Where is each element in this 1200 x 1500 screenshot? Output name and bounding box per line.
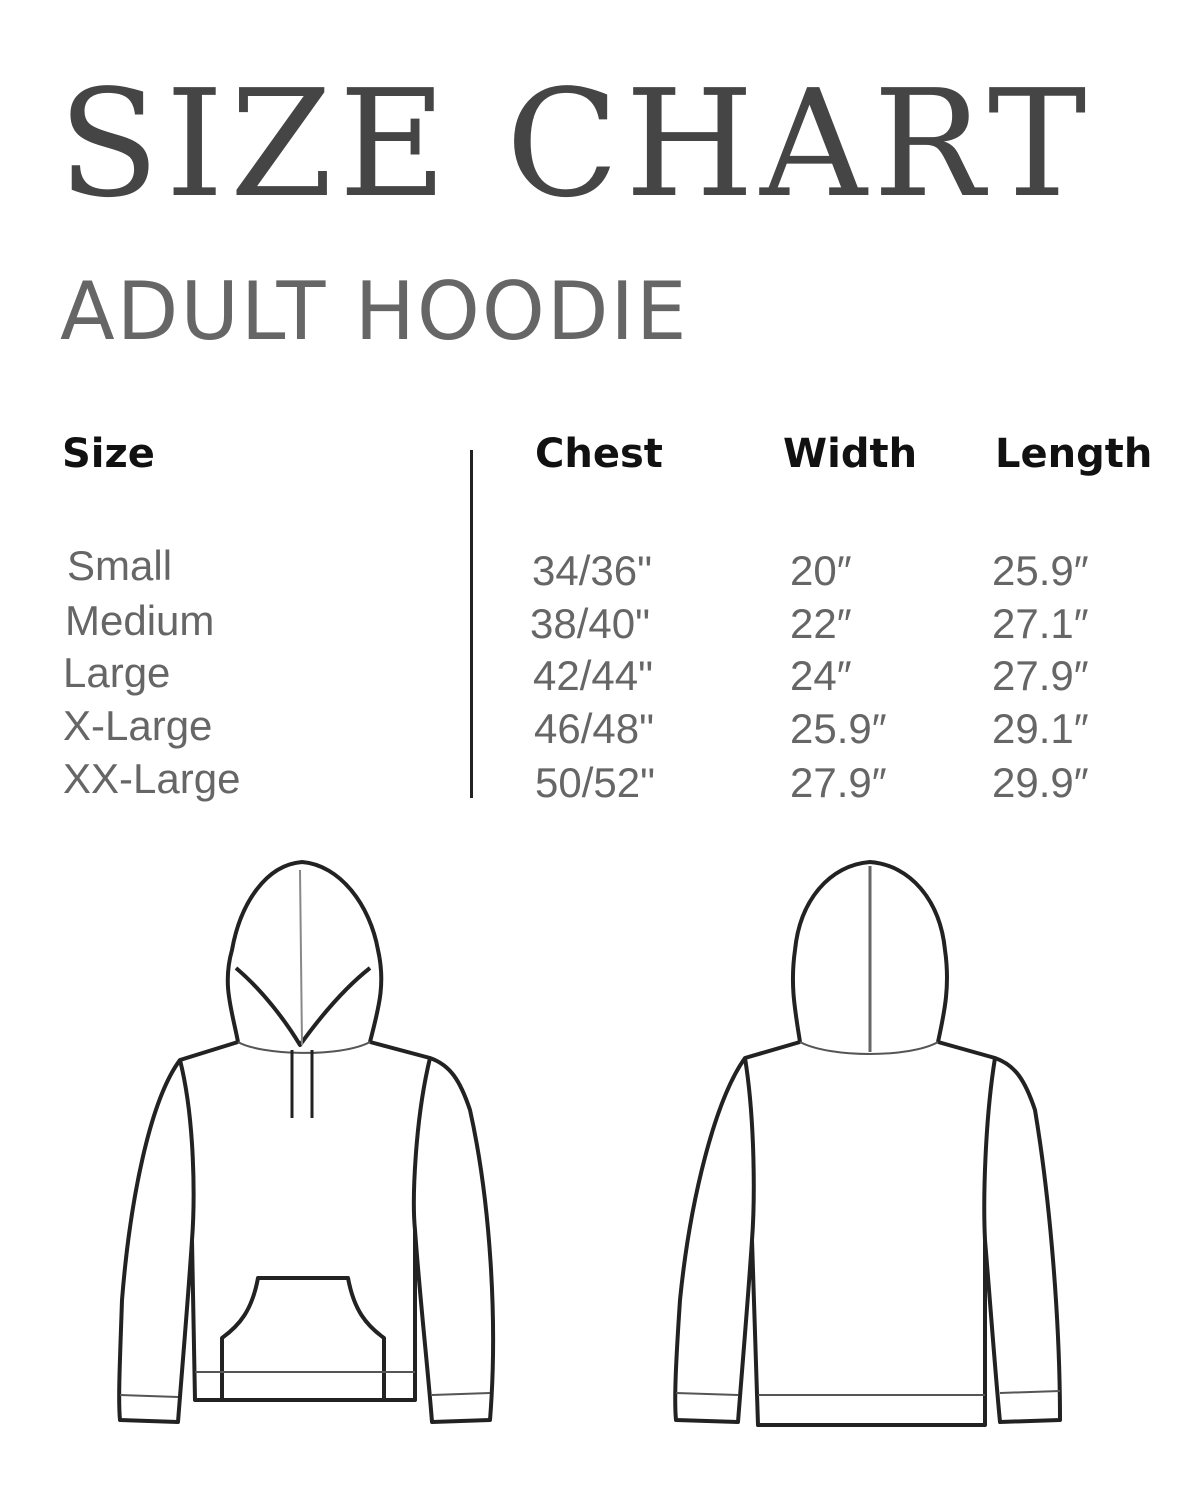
size-cell: Medium	[65, 597, 215, 644]
hoodie-illustrations	[117, 860, 1062, 1427]
length-cell: 29.1″	[992, 705, 1089, 752]
chest-cell: 34/36"	[532, 547, 653, 594]
length-cell: 29.9″	[992, 759, 1089, 806]
header-width: Width	[783, 431, 918, 477]
length-cell: 25.9″	[992, 547, 1089, 594]
chest-cell: 46/48"	[534, 705, 655, 752]
page-title: SIZE CHART	[58, 58, 1093, 230]
header-length: Length	[995, 431, 1153, 477]
size-cell: X-Large	[63, 702, 213, 749]
hoodie-front-illustration	[117, 860, 496, 1424]
chest-cell: 38/40"	[530, 600, 651, 647]
column-divider	[470, 450, 473, 798]
chest-cell: 50/52"	[535, 759, 656, 806]
size-cell: Large	[63, 649, 171, 696]
header-chest: Chest	[535, 431, 663, 477]
length-cell: 27.1″	[992, 600, 1089, 647]
width-cell: 27.9″	[790, 759, 887, 806]
chest-cell: 42/44"	[533, 652, 654, 699]
page-subtitle: ADULT HOODIE	[60, 265, 689, 358]
header-size: Size	[62, 431, 155, 477]
width-cell: 20″	[790, 547, 852, 594]
length-cell: 27.9″	[992, 652, 1089, 699]
hoodie-back-illustration	[673, 860, 1062, 1427]
width-cell: 22″	[790, 600, 852, 647]
width-cell: 24″	[790, 652, 852, 699]
size-cell: Small	[67, 542, 173, 589]
size-cell: XX-Large	[63, 755, 241, 802]
width-cell: 25.9″	[790, 705, 887, 752]
